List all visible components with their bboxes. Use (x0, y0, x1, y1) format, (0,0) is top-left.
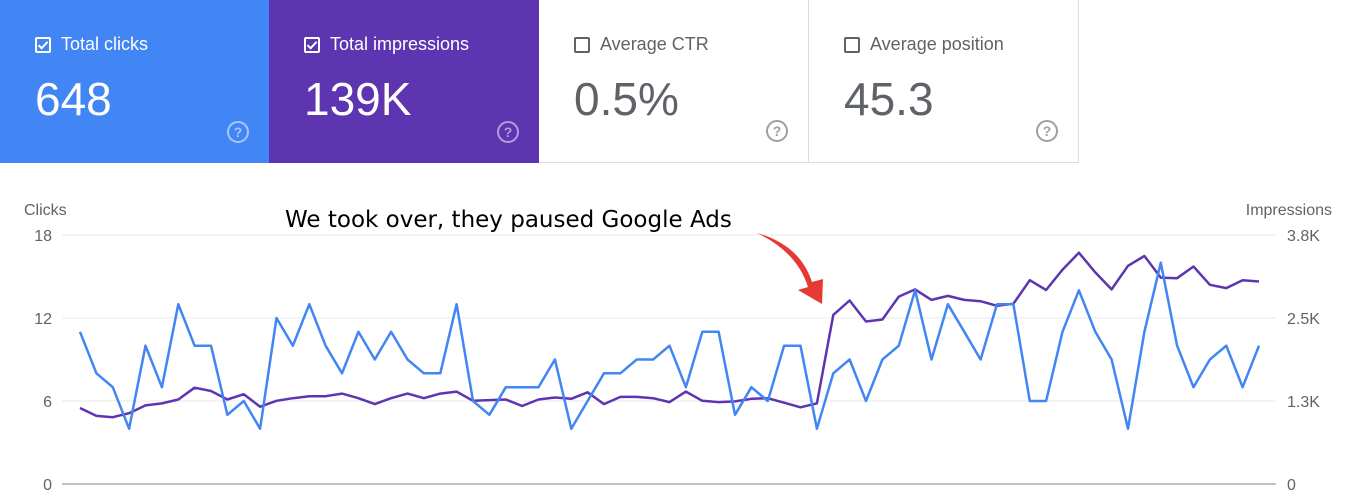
metric-card-header: Total clicks (35, 34, 148, 55)
metric-label: Total clicks (61, 34, 149, 54)
annotation-arrow (757, 233, 823, 304)
metric-value: 139K (304, 73, 412, 125)
y-left-tick-label: 12 (34, 311, 52, 328)
chart-annotation: We took over, they paused Google Ads (285, 207, 732, 233)
checked-checkbox-icon[interactable] (35, 36, 51, 53)
y-left-tick-label: 0 (43, 477, 52, 494)
metric-value: 0.5% (574, 73, 679, 125)
help-icon[interactable]: ? (766, 120, 788, 142)
metric-label: Average CTR (600, 34, 709, 54)
y-axis-right-ticks: 0 1.3K 2.5K 3.8K (1287, 228, 1320, 494)
metric-card-average-position[interactable]: Average position 45.3 ? (809, 0, 1079, 163)
y-axis-left-ticks: 0 6 12 18 (34, 228, 52, 494)
y-left-tick-label: 6 (43, 394, 52, 411)
metric-card-total-clicks[interactable]: Total clicks 648 ? (0, 0, 269, 163)
metric-value: 648 (35, 73, 112, 125)
y-axis-right-title: Impressions (1246, 202, 1332, 219)
unchecked-checkbox-icon[interactable] (844, 36, 860, 53)
help-icon[interactable]: ? (227, 121, 249, 143)
help-icon[interactable]: ? (1036, 120, 1058, 142)
metric-card-header: Average CTR (574, 34, 709, 55)
chart-lines (78, 251, 1261, 430)
y-right-tick-label: 2.5K (1287, 311, 1320, 328)
y-left-tick-label: 18 (34, 228, 52, 245)
metric-card-header: Average position (844, 34, 1004, 55)
metric-value: 45.3 (844, 73, 934, 125)
help-icon[interactable]: ? (497, 121, 519, 143)
unchecked-checkbox-icon[interactable] (574, 36, 590, 53)
checked-checkbox-icon[interactable] (304, 36, 320, 53)
metric-card-average-ctr[interactable]: Average CTR 0.5% ? (539, 0, 809, 163)
metric-label: Average position (870, 34, 1004, 54)
series-line-total-impressions (79, 251, 1260, 419)
metric-card-total-impressions[interactable]: Total impressions 139K ? (269, 0, 539, 163)
y-right-tick-label: 1.3K (1287, 394, 1320, 411)
metric-label: Total impressions (330, 34, 470, 54)
metric-card-header: Total impressions (304, 34, 469, 55)
y-right-tick-label: 0 (1287, 477, 1296, 494)
series-line-total-clicks (78, 261, 1261, 430)
metric-cards: Total clicks 648 ? Total impressions 139… (0, 0, 1079, 163)
y-axis-left-title: Clicks (24, 202, 67, 219)
y-right-tick-label: 3.8K (1287, 228, 1320, 245)
